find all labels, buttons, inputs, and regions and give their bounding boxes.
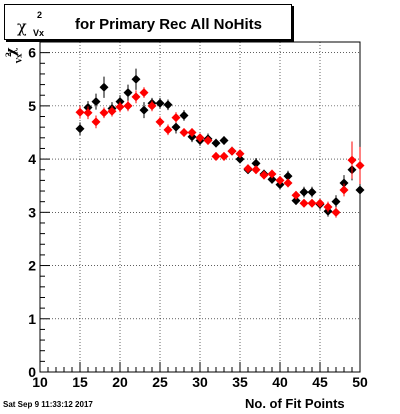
data-point [115, 102, 125, 112]
x-tick-label: 35 [232, 374, 248, 390]
data-point [147, 101, 157, 111]
data-point [139, 88, 149, 98]
data-point [171, 122, 181, 132]
x-tick-label: 15 [72, 374, 88, 390]
data-point [227, 146, 237, 156]
data-point [163, 100, 173, 110]
data-point [163, 125, 173, 135]
chart-title: for Primary Rec All NoHits [75, 16, 262, 33]
data-point [155, 98, 165, 108]
data-point [339, 178, 349, 188]
data-point [171, 113, 181, 123]
data-point [251, 165, 261, 175]
x-tick-label: 20 [112, 374, 128, 390]
data-point [123, 88, 133, 98]
data-point [179, 127, 189, 137]
data-point [99, 82, 109, 92]
data-point [211, 138, 221, 148]
data-point [219, 135, 229, 145]
data-point [267, 169, 277, 179]
data-point [75, 107, 85, 117]
title-box: χ 2 Vx for Primary Rec All NoHits [4, 4, 292, 40]
data-point [331, 207, 341, 217]
x-tick-label: 50 [352, 374, 368, 390]
data-point [235, 154, 245, 164]
data-point [187, 127, 197, 137]
data-point [99, 108, 109, 118]
data-point [355, 160, 365, 170]
x-tick-label: 40 [272, 374, 288, 390]
x-tick-label: 30 [192, 374, 208, 390]
data-point [155, 117, 165, 127]
data-point [211, 151, 221, 161]
title-chi-superscript: 2 [37, 10, 43, 20]
data-point [251, 158, 261, 168]
data-point [307, 187, 317, 197]
data-point [203, 135, 213, 145]
data-point [235, 149, 245, 159]
y-tick-label: 4 [28, 151, 36, 167]
data-point [83, 108, 93, 118]
data-point [315, 198, 325, 208]
x-tick-label: 45 [312, 374, 328, 390]
data-point [131, 74, 141, 84]
data-point [91, 117, 101, 127]
y-tick-label: 6 [28, 45, 36, 61]
timestamp: Sat Sep 9 11:33:12 2017 [3, 400, 93, 409]
data-point [355, 185, 365, 195]
data-point [91, 97, 101, 107]
data-point [243, 164, 253, 174]
data-point [131, 92, 141, 102]
data-point [347, 155, 357, 165]
data-point [219, 151, 229, 161]
data-point [259, 170, 269, 180]
data-point [323, 202, 333, 212]
title-chi-subscript: Vx [33, 28, 45, 38]
data-point [139, 105, 149, 115]
data-point [331, 197, 341, 207]
data-point [283, 178, 293, 188]
data-point [123, 101, 133, 111]
y-tick-label: 0 [28, 364, 36, 380]
data-point [299, 187, 309, 197]
y-tick-label: 2 [28, 258, 36, 274]
y-tick-label: 5 [28, 98, 36, 114]
data-point [283, 171, 293, 181]
data-point [307, 198, 317, 208]
y-axis-label-subscript: Vx [14, 53, 24, 64]
data-point [339, 185, 349, 195]
x-tick-label: 10 [32, 374, 48, 390]
data-point [267, 174, 277, 184]
data-point [195, 133, 205, 143]
data-point [299, 198, 309, 208]
data-point [75, 124, 85, 134]
data-point [275, 175, 285, 185]
title-chi-symbol: χ [17, 17, 27, 36]
y-tick-label: 1 [28, 311, 36, 327]
x-tick-label: 25 [152, 374, 168, 390]
y-tick-label: 3 [28, 204, 36, 220]
y-axis-label: 2 χ Vx [4, 46, 24, 76]
data-point [107, 106, 117, 116]
data-point [291, 196, 301, 206]
data-point [179, 110, 189, 120]
data-point [291, 190, 301, 200]
x-axis-label: No. of Fit Points [245, 396, 345, 411]
